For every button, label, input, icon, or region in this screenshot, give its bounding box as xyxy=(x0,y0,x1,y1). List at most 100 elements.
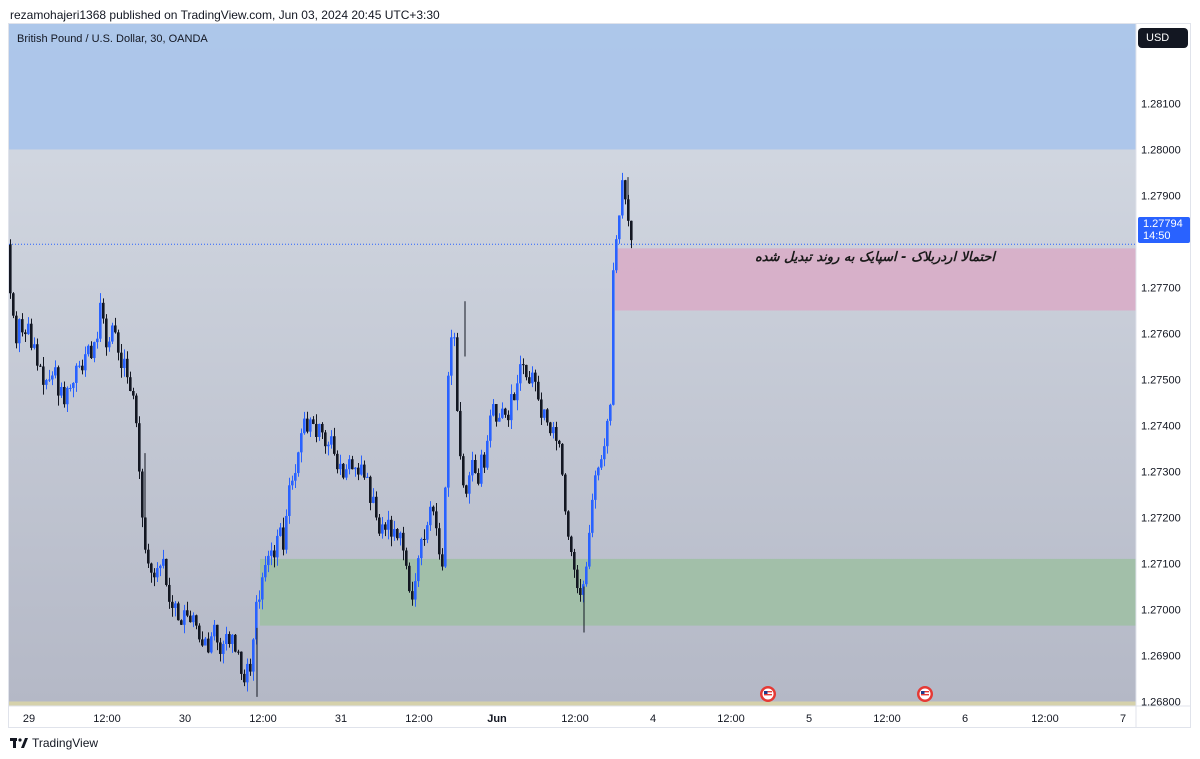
candle-body xyxy=(252,639,255,672)
symbol-title: British Pound / U.S. Dollar, 30, OANDA xyxy=(17,33,208,45)
candle-body xyxy=(171,601,174,608)
candle-body xyxy=(420,538,423,559)
candle-body xyxy=(405,550,408,566)
candle-body xyxy=(402,532,405,551)
candle-body xyxy=(240,651,243,674)
candle-body xyxy=(75,365,78,383)
us-event-flag-stripe xyxy=(764,694,772,696)
x-tick-label: 6 xyxy=(962,713,968,725)
candle-body xyxy=(105,318,108,348)
candle-body xyxy=(186,610,189,616)
candle-body xyxy=(168,584,171,602)
y-tick-label: 1.27600 xyxy=(1141,329,1181,341)
y-tick-label: 1.27300 xyxy=(1141,467,1181,479)
candle-body xyxy=(12,293,15,316)
candle-body xyxy=(306,418,309,432)
candle-body xyxy=(174,603,177,608)
candle-body xyxy=(492,404,495,416)
candle-body xyxy=(561,443,564,475)
candle-body xyxy=(132,391,135,396)
candle-body xyxy=(504,408,507,415)
currency-button[interactable]: USD xyxy=(1138,28,1188,48)
candle-body xyxy=(495,404,498,422)
published-info: rezamohajeri1368 published on TradingVie… xyxy=(10,8,440,22)
candle-body xyxy=(564,474,567,512)
candle-body xyxy=(156,568,159,578)
candle-body xyxy=(399,532,402,539)
candle-body xyxy=(216,624,219,643)
price-axis-panel xyxy=(1136,24,1190,727)
candle-body xyxy=(300,433,303,453)
candle-body xyxy=(435,511,438,529)
candle-body xyxy=(255,601,258,640)
candle-body xyxy=(135,395,138,424)
candle-body xyxy=(474,460,477,474)
us-event-flag-canton xyxy=(764,691,768,694)
candle-body xyxy=(534,372,537,382)
y-tick-label: 1.28100 xyxy=(1141,99,1181,111)
candle-body xyxy=(315,423,318,437)
candle-body xyxy=(429,506,432,526)
candle-body xyxy=(375,496,378,518)
candle-body xyxy=(381,524,384,534)
candle-body xyxy=(486,440,489,468)
candle-body xyxy=(18,319,21,344)
order-block-annotation: احتمالا اردربلاک - اسپایک به روند تبدیل … xyxy=(754,250,996,265)
y-tick-label: 1.27400 xyxy=(1141,421,1181,433)
candle-body xyxy=(363,464,366,478)
y-tick-label: 1.27200 xyxy=(1141,513,1181,525)
candle-body xyxy=(279,527,282,536)
x-tick-label: 12:00 xyxy=(405,713,433,725)
price-chart[interactable]: 1.28100 1.28000 1.27900 1.27700 1.27600 1.275… xyxy=(9,24,1191,728)
candle-body xyxy=(189,615,192,623)
candle-body xyxy=(183,610,186,625)
candle-body xyxy=(483,454,486,468)
candle-body xyxy=(42,366,45,385)
tradingview-logo-icon xyxy=(10,738,28,748)
candle-body xyxy=(318,423,321,437)
candle-body xyxy=(471,460,474,476)
candle-body xyxy=(321,423,324,433)
candle-body xyxy=(219,642,222,654)
candle-body xyxy=(195,615,198,626)
chart-panel[interactable]: 1.28100 1.28000 1.27900 1.27700 1.27600 1.275… xyxy=(8,23,1191,728)
candle-body xyxy=(393,529,396,537)
candle-body xyxy=(288,485,291,516)
candle-body xyxy=(516,383,519,401)
candle-body xyxy=(297,452,300,474)
candle-body xyxy=(210,636,213,653)
candle-body xyxy=(270,550,273,556)
last-price-label: 1.27794 14:50 xyxy=(1138,217,1190,243)
candle-body xyxy=(102,302,105,319)
candle-body xyxy=(588,532,591,567)
supply-zone-top xyxy=(9,24,1136,150)
candle-body xyxy=(372,496,375,503)
candle-body xyxy=(339,463,342,470)
candle-body xyxy=(546,409,549,423)
candle-body xyxy=(522,364,525,366)
candle-body xyxy=(45,380,48,385)
candle-body xyxy=(330,436,333,445)
candle-body xyxy=(609,404,612,421)
candle-body xyxy=(465,485,468,494)
candle-body xyxy=(27,323,30,335)
candle-body xyxy=(228,634,231,644)
candle-body xyxy=(144,517,147,550)
candle-body xyxy=(81,365,84,371)
candle-body xyxy=(120,352,123,368)
x-tick-label: 4 xyxy=(650,713,656,725)
candle-body xyxy=(291,480,294,486)
us-event-flag-stripe xyxy=(921,694,929,696)
x-tick-label: 12:00 xyxy=(873,713,901,725)
candle-body xyxy=(21,319,24,333)
candle-body xyxy=(177,603,180,621)
candle-body xyxy=(507,414,510,421)
candle-body xyxy=(249,663,252,672)
candle-body xyxy=(573,552,576,570)
candle-body xyxy=(309,419,312,432)
x-tick-label: 12:00 xyxy=(93,713,121,725)
candle-body xyxy=(138,423,141,472)
candle-body xyxy=(585,566,588,585)
candle-body xyxy=(276,535,279,558)
candle-body xyxy=(84,354,87,371)
